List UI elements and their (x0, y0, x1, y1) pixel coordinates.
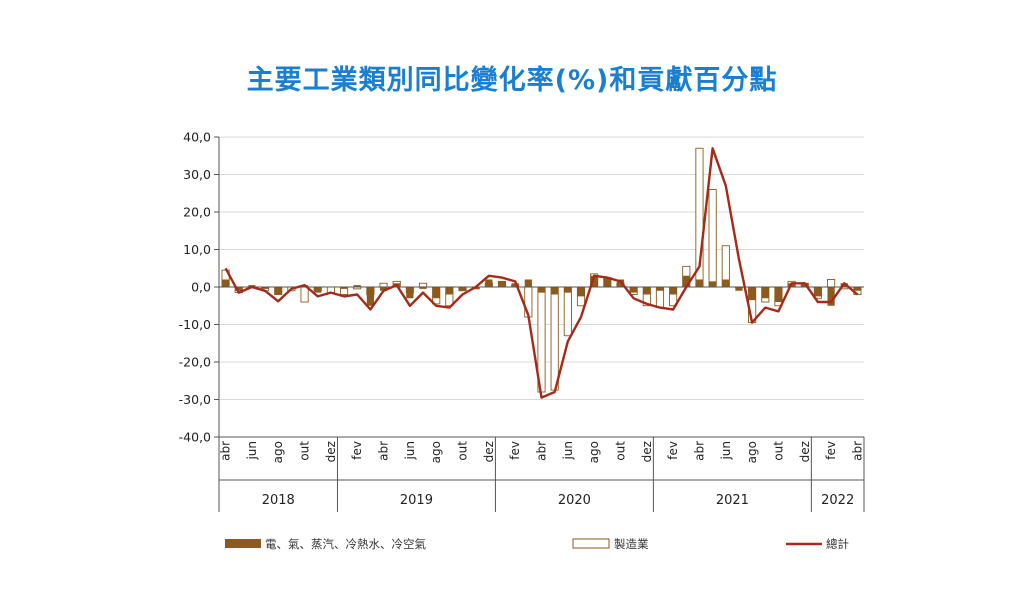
bar-utilities (498, 281, 506, 287)
total-line (224, 147, 859, 399)
x-tick-label: jun (245, 441, 259, 461)
bar-utilities (511, 283, 519, 287)
x-tick-label: abr (850, 441, 864, 461)
bar-utilities (379, 287, 388, 291)
x-tick-label: dez (798, 441, 812, 462)
x-tick-label: abr (219, 441, 233, 461)
bar-utilities (709, 281, 717, 287)
series-line-total (224, 147, 859, 399)
year-label: 2019 (400, 493, 433, 508)
bar-manufacturing (550, 286, 559, 391)
bar-utilities (366, 287, 374, 306)
bar-utilities (445, 287, 453, 295)
bar-utilities (761, 287, 769, 299)
bar-utilities (774, 287, 783, 302)
bar-utilities (827, 287, 835, 306)
x-tick-label: abr (692, 441, 706, 461)
chart-title: 主要工業類別同比變化率(%)和貢獻百分點 (246, 65, 778, 96)
legend-swatch-utilities (225, 539, 261, 548)
y-tick-label: -30,0 (179, 392, 211, 407)
bar-manufacturing (300, 286, 309, 303)
x-tick-label: fev (666, 441, 680, 460)
bar-utilities (722, 279, 730, 287)
x-tick-label: ago (271, 441, 285, 463)
bar-utilities (221, 279, 230, 287)
bar-manufacturing (563, 286, 572, 337)
legend-label-manufacturing: 製造業 (614, 537, 649, 551)
y-tick-label: 10,0 (183, 242, 211, 257)
x-tick-label: ago (587, 441, 601, 463)
bar-utilities (261, 287, 269, 289)
bar-utilities (630, 287, 638, 293)
bar-utilities (551, 287, 559, 295)
x-tick-label: ago (745, 441, 759, 463)
x-tick-label: jun (719, 441, 733, 461)
y-tick-label: 40,0 (183, 130, 211, 145)
legend-label-total: 總計 (826, 537, 849, 551)
axes: 40,0 30,0 20,0 10,0 0,0 -10,0 -20,0 -30,0 -40,0 a… (179, 130, 865, 512)
bar-utilities (406, 287, 414, 299)
bar-utilities (274, 287, 282, 295)
x-tick-label: out (613, 441, 627, 461)
year-label: 2021 (716, 493, 749, 508)
year-label: 2018 (262, 493, 295, 508)
x-tick-label: fev (824, 441, 838, 460)
bar-utilities (682, 275, 690, 287)
legend-label-utilities: 電、氣、蒸汽、冷熱水、冷空氣 (265, 537, 426, 551)
x-tick-label: ago (429, 441, 443, 463)
bar-utilities (577, 287, 585, 297)
x-tick-label: dez (640, 441, 654, 462)
bar-utilities (485, 279, 493, 287)
bar-utilities (814, 287, 822, 297)
x-tick-label: dez (482, 441, 496, 462)
bar-utilities (590, 275, 598, 287)
bar-utilities (340, 287, 348, 289)
x-tick-label: fev (508, 441, 522, 460)
y-tick-label: -10,0 (179, 317, 211, 332)
bar-utilities (537, 287, 546, 293)
bar-utilities (314, 287, 322, 293)
bar-utilities (695, 279, 704, 287)
bars (221, 147, 862, 393)
y-tick-label: 30,0 (183, 167, 211, 182)
bar-utilities (643, 287, 651, 295)
legend: 電、氣、蒸汽、冷熱水、冷空氣 製造業 總計 (225, 537, 849, 551)
x-tick-label: abr (377, 441, 391, 461)
bar-utilities (235, 287, 243, 291)
bar-utilities (603, 277, 611, 287)
bar-utilities (524, 279, 532, 287)
x-tick-label: jun (561, 441, 575, 461)
year-label: 2020 (558, 493, 591, 508)
bar-utilities (735, 287, 743, 291)
x-tick-label: out (298, 441, 312, 461)
y-tick-label: -40,0 (179, 430, 211, 445)
x-tick-label: abr (535, 441, 549, 461)
bar-utilities (564, 287, 572, 293)
bar-utilities (748, 287, 756, 301)
y-tick-label: -20,0 (179, 355, 211, 370)
bar-utilities (432, 287, 440, 299)
bar-utilities (853, 287, 862, 291)
legend-swatch-manufacturing (572, 538, 610, 549)
bar-utilities (458, 287, 467, 291)
x-tick-label: out (771, 441, 785, 461)
x-tick-label: fev (350, 441, 364, 460)
x-tick-label: dez (324, 441, 338, 462)
bar-manufacturing (827, 279, 836, 288)
y-tick-label: 20,0 (183, 205, 211, 220)
x-tick-label: out (456, 441, 470, 461)
bar-utilities (419, 287, 427, 289)
bar-manufacturing (379, 282, 388, 288)
bar-manufacturing (708, 189, 717, 288)
bar-manufacturing (418, 282, 428, 288)
year-label: 2022 (821, 493, 854, 508)
bar-utilities (656, 287, 664, 291)
bar-utilities (353, 285, 361, 287)
bar-utilities (669, 287, 677, 295)
y-tick-label: 0,0 (191, 280, 211, 295)
x-tick-label: jun (403, 441, 417, 461)
